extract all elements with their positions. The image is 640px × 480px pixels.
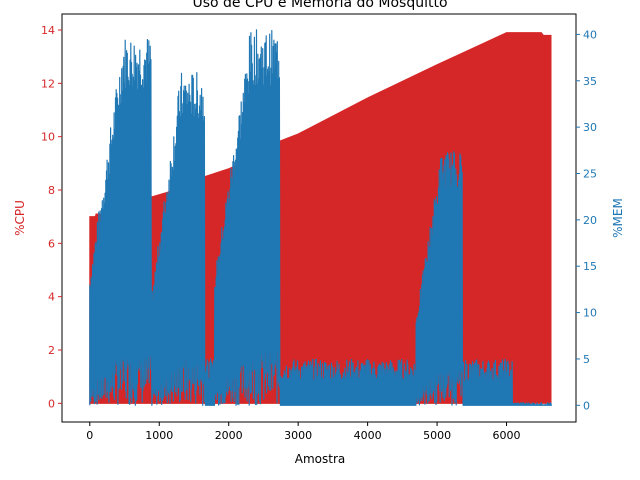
- y-left-tick-label: 12: [41, 77, 55, 90]
- y-right-tick-label: 20: [583, 214, 597, 227]
- y-axis-left: 0 2 4 6 8 10 12 14: [41, 24, 62, 410]
- x-tick-label: 6000: [493, 429, 521, 442]
- y-right-tick-label: 5: [583, 353, 590, 366]
- y-right-tick-label: 40: [583, 28, 597, 41]
- y-left-tick-label: 0: [48, 397, 55, 410]
- chart-title: Uso de CPU e Memória do Mosquitto: [192, 0, 447, 11]
- y-right-tick-label: 30: [583, 121, 597, 134]
- y-left-tick-label: 2: [48, 344, 55, 357]
- y-axis-right-label: %MEM: [611, 198, 625, 238]
- plot-area: [89, 29, 552, 406]
- y-left-tick-label: 8: [48, 184, 55, 197]
- mem-series: [89, 29, 552, 406]
- y-axis-right: 0 5 10 15 20 25 30 35 40: [576, 28, 597, 412]
- y-axis-left-label: %CPU: [13, 200, 27, 236]
- x-axis-label: Amostra: [295, 452, 345, 466]
- x-tick-label: 4000: [354, 429, 382, 442]
- y-right-tick-label: 0: [583, 399, 590, 412]
- x-tick-label: 5000: [423, 429, 451, 442]
- x-tick-label: 3000: [284, 429, 312, 442]
- x-tick-label: 2000: [215, 429, 243, 442]
- y-right-tick-label: 35: [583, 75, 597, 88]
- y-right-tick-label: 25: [583, 167, 597, 180]
- y-left-tick-label: 10: [41, 131, 55, 144]
- x-tick-label: 0: [86, 429, 93, 442]
- y-right-tick-label: 10: [583, 307, 597, 320]
- y-left-tick-label: 4: [48, 291, 55, 304]
- plot-frame: [61, 13, 577, 423]
- y-left-tick-label: 14: [41, 24, 55, 37]
- y-right-tick-label: 15: [583, 260, 597, 273]
- x-axis: 0 1000 2000 3000 4000 5000 6000: [86, 422, 521, 442]
- y-left-tick-label: 6: [48, 237, 55, 250]
- x-tick-label: 1000: [145, 429, 173, 442]
